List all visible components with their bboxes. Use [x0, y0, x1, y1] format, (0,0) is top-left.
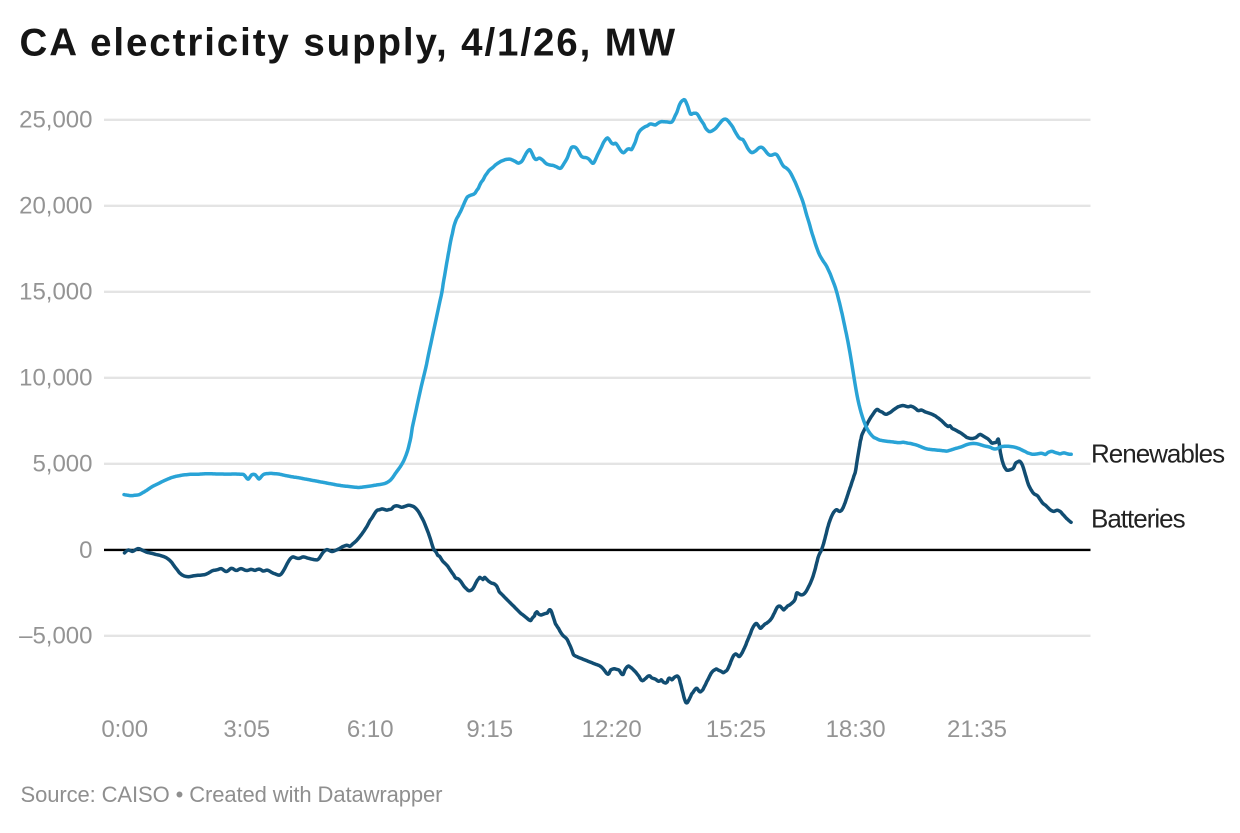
svg-text:12:20: 12:20 [582, 716, 642, 743]
svg-text:Source: CAISO • Created with D: Source: CAISO • Created with Datawrapper [21, 782, 443, 807]
svg-text:9:15: 9:15 [466, 716, 513, 743]
svg-text:15,000: 15,000 [19, 279, 92, 306]
svg-text:18:30: 18:30 [826, 716, 886, 743]
svg-text:20,000: 20,000 [19, 193, 92, 220]
svg-text:15:25: 15:25 [706, 716, 766, 743]
svg-text:CA electricity supply, 4/1/26,: CA electricity supply, 4/1/26, MW [20, 22, 678, 65]
svg-text:0:00: 0:00 [101, 716, 148, 743]
svg-text:25,000: 25,000 [19, 107, 92, 134]
svg-text:0: 0 [79, 537, 92, 564]
svg-text:Batteries: Batteries [1091, 504, 1186, 534]
svg-text:Renewables: Renewables [1091, 439, 1225, 469]
svg-text:6:10: 6:10 [347, 716, 394, 743]
svg-text:21:35: 21:35 [947, 716, 1007, 743]
svg-text:10,000: 10,000 [19, 365, 92, 392]
svg-text:–5,000: –5,000 [19, 623, 92, 650]
svg-text:3:05: 3:05 [223, 716, 270, 743]
svg-text:5,000: 5,000 [32, 451, 92, 478]
